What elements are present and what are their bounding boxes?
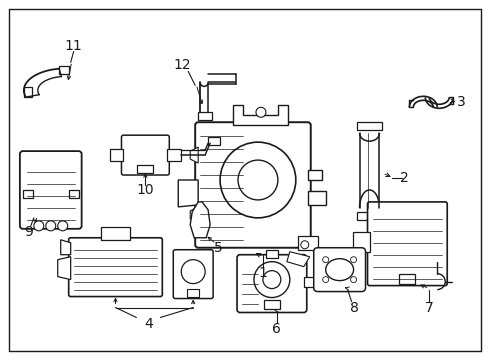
FancyBboxPatch shape [122, 135, 169, 175]
Circle shape [301, 241, 309, 249]
Polygon shape [287, 252, 310, 267]
Bar [24, 87, 32, 97]
Polygon shape [100, 227, 130, 240]
Bar [357, 212, 383, 220]
Text: 4: 4 [144, 318, 153, 332]
Circle shape [350, 276, 357, 283]
Text: 12: 12 [173, 58, 191, 72]
Polygon shape [233, 105, 288, 125]
Bar [308, 170, 322, 180]
Bar [137, 165, 153, 173]
Circle shape [238, 160, 278, 200]
FancyBboxPatch shape [69, 238, 162, 297]
Bar [308, 191, 326, 205]
FancyBboxPatch shape [368, 202, 447, 285]
Circle shape [350, 257, 357, 263]
Bar [399, 274, 416, 284]
Circle shape [220, 142, 296, 218]
Bar [264, 300, 280, 310]
Text: 5: 5 [214, 241, 222, 255]
Text: 7: 7 [425, 301, 434, 315]
Bar [198, 112, 212, 120]
Bar [357, 122, 383, 130]
Ellipse shape [326, 259, 354, 280]
Circle shape [46, 221, 56, 231]
Text: 6: 6 [272, 323, 281, 337]
FancyBboxPatch shape [314, 248, 366, 292]
Circle shape [263, 271, 281, 289]
FancyBboxPatch shape [195, 122, 311, 248]
Bar [298, 236, 318, 250]
Circle shape [323, 257, 329, 263]
Text: 11: 11 [65, 39, 82, 53]
Circle shape [181, 260, 205, 284]
Bar [110, 149, 123, 161]
FancyBboxPatch shape [237, 255, 307, 312]
Circle shape [58, 221, 68, 231]
Bar [187, 289, 199, 297]
Bar [167, 149, 181, 161]
Circle shape [256, 107, 266, 117]
FancyBboxPatch shape [173, 250, 213, 298]
Circle shape [323, 276, 329, 283]
Polygon shape [190, 147, 198, 163]
Text: 10: 10 [137, 183, 154, 197]
FancyBboxPatch shape [20, 151, 82, 229]
Text: 9: 9 [24, 225, 33, 239]
Bar [23, 190, 33, 198]
Bar [353, 232, 369, 252]
Circle shape [254, 262, 290, 298]
Bar [208, 137, 220, 145]
Polygon shape [190, 207, 198, 223]
Text: 8: 8 [350, 301, 359, 315]
Polygon shape [58, 257, 71, 280]
Bar [304, 276, 316, 287]
Text: 1: 1 [259, 266, 268, 280]
Text: 3: 3 [457, 95, 465, 109]
Polygon shape [178, 180, 198, 207]
Bar [69, 190, 78, 198]
Circle shape [34, 221, 44, 231]
Text: 2: 2 [400, 171, 409, 185]
Bar [59, 66, 69, 74]
Polygon shape [190, 202, 210, 238]
Polygon shape [61, 240, 71, 255]
Bar [266, 250, 278, 258]
